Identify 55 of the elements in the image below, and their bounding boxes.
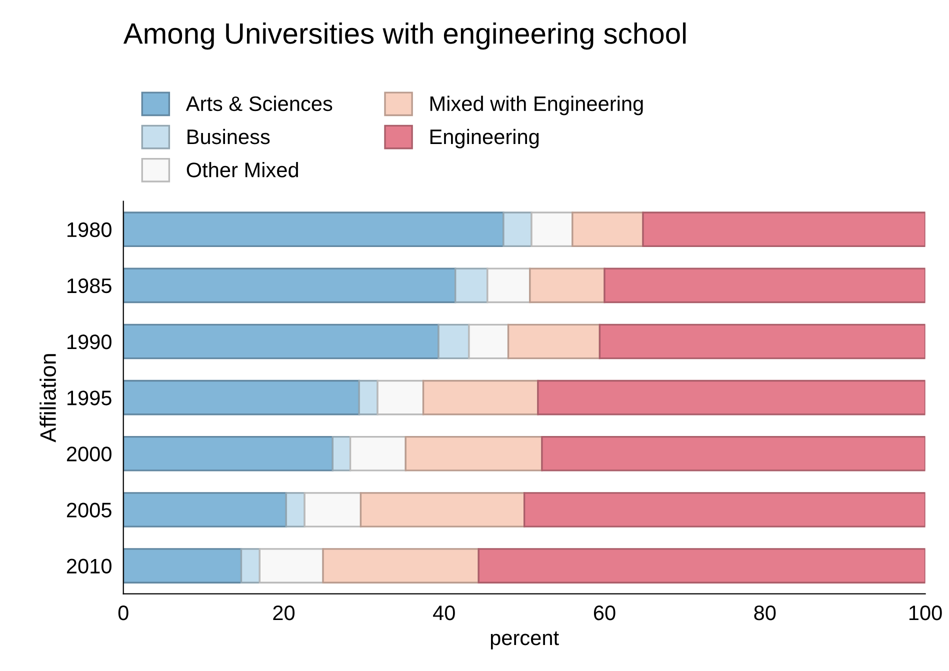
y-axis-title: Affiliation bbox=[40, 354, 56, 442]
y-tick-label: 1980 bbox=[68, 222, 112, 238]
bar bbox=[258, 548, 324, 584]
bar bbox=[454, 268, 488, 304]
bar bbox=[468, 324, 510, 360]
bar bbox=[349, 436, 406, 472]
x-axis-title: percent bbox=[490, 632, 559, 650]
y-tick-label: 2005 bbox=[66, 502, 112, 518]
y-tick-label: 1990 bbox=[68, 334, 112, 350]
bar bbox=[642, 212, 926, 247]
x-tick-label: 40 bbox=[433, 605, 455, 620]
bar bbox=[360, 492, 526, 528]
bar bbox=[529, 268, 606, 304]
bar bbox=[304, 492, 362, 528]
bar bbox=[404, 436, 543, 472]
legend-label: Arts & Sciences bbox=[186, 96, 332, 112]
bar bbox=[604, 268, 926, 304]
y-tick-label: 2010 bbox=[66, 558, 112, 574]
bar bbox=[438, 324, 470, 360]
bar bbox=[530, 212, 574, 247]
bar bbox=[332, 436, 352, 472]
bar bbox=[240, 548, 261, 584]
x-tick-label: 80 bbox=[754, 605, 776, 620]
bar bbox=[422, 380, 539, 416]
y-tick-label: 2000 bbox=[66, 446, 112, 462]
bar bbox=[541, 436, 926, 472]
x-tick-label: 100 bbox=[909, 605, 942, 620]
y-tick-label: 1985 bbox=[68, 278, 112, 294]
bar bbox=[123, 548, 242, 584]
bar bbox=[507, 324, 601, 360]
x-tick-label: 0 bbox=[118, 605, 128, 620]
bar bbox=[478, 548, 926, 584]
bar bbox=[123, 436, 334, 472]
bar bbox=[376, 380, 424, 416]
x-tick-label: 20 bbox=[273, 605, 295, 620]
legend-label: Mixed with Engineering bbox=[430, 96, 643, 116]
bar bbox=[123, 492, 287, 528]
legend-label: Engineering bbox=[430, 128, 539, 148]
bar bbox=[123, 268, 456, 304]
legend-label: Other Mixed bbox=[186, 162, 298, 178]
bar bbox=[285, 492, 306, 528]
bar bbox=[502, 212, 532, 247]
legend-label: Business bbox=[188, 128, 270, 144]
chart-title: Among Universities with engineering school bbox=[123, 22, 686, 50]
bar bbox=[123, 324, 440, 360]
bar bbox=[322, 548, 480, 584]
y-tick-label: 1995 bbox=[68, 390, 112, 406]
bar bbox=[537, 380, 926, 416]
x-tick-label: 60 bbox=[594, 605, 616, 620]
bar bbox=[123, 380, 360, 416]
bar bbox=[572, 212, 644, 247]
bar bbox=[123, 212, 504, 247]
bar bbox=[486, 268, 531, 304]
bar bbox=[523, 492, 926, 528]
bar bbox=[598, 324, 926, 360]
